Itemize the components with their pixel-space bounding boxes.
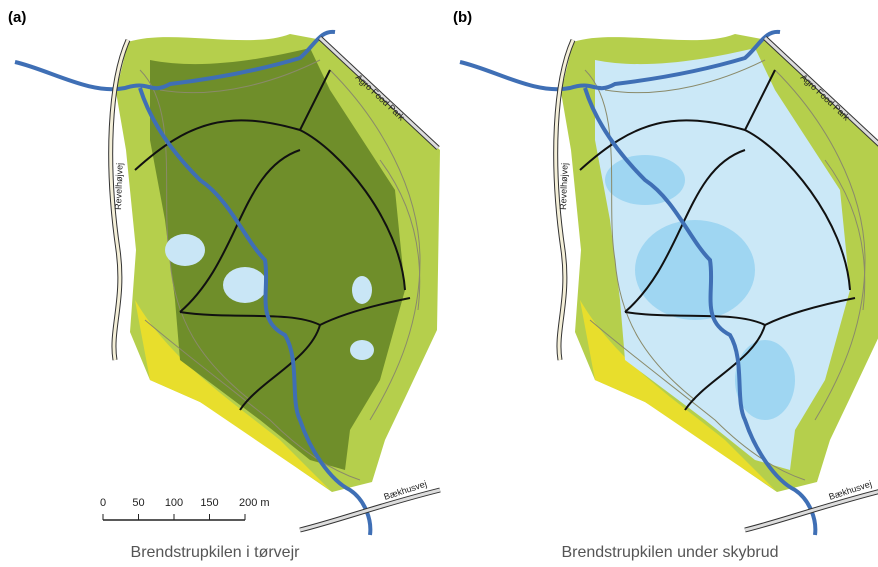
flood-deep — [635, 220, 755, 320]
scale-label: 50 — [132, 497, 144, 509]
lake — [165, 234, 205, 266]
lake — [223, 267, 267, 303]
panel-a: (a) Revelhøjvej Agro Food Park Bækhusvej… — [8, 9, 440, 561]
scale-label: 200 m — [239, 497, 270, 509]
panel-b: (b) Revelhøjvej Agro Food Park Bækhusvej… — [453, 9, 878, 561]
flood-deep — [735, 340, 795, 420]
caption: Brendstrupkilen i tørvejr — [131, 544, 301, 561]
scale-label: 0 — [100, 497, 106, 509]
panel-label: (b) — [453, 9, 472, 26]
scale-label: 100 — [165, 497, 183, 509]
figure: (a) Revelhøjvej Agro Food Park Bækhusvej… — [0, 0, 878, 567]
panel-label: (a) — [8, 9, 26, 26]
scale-label: 150 — [200, 497, 218, 509]
scale-bar: 0 50 100 150 200 m — [100, 497, 270, 520]
road-label: Revelhøjvej — [558, 163, 570, 210]
lake — [352, 276, 372, 304]
lake — [350, 340, 374, 360]
road-label: Revelhøjvej — [113, 163, 125, 210]
caption: Brendstrupkilen under skybrud — [561, 544, 778, 561]
